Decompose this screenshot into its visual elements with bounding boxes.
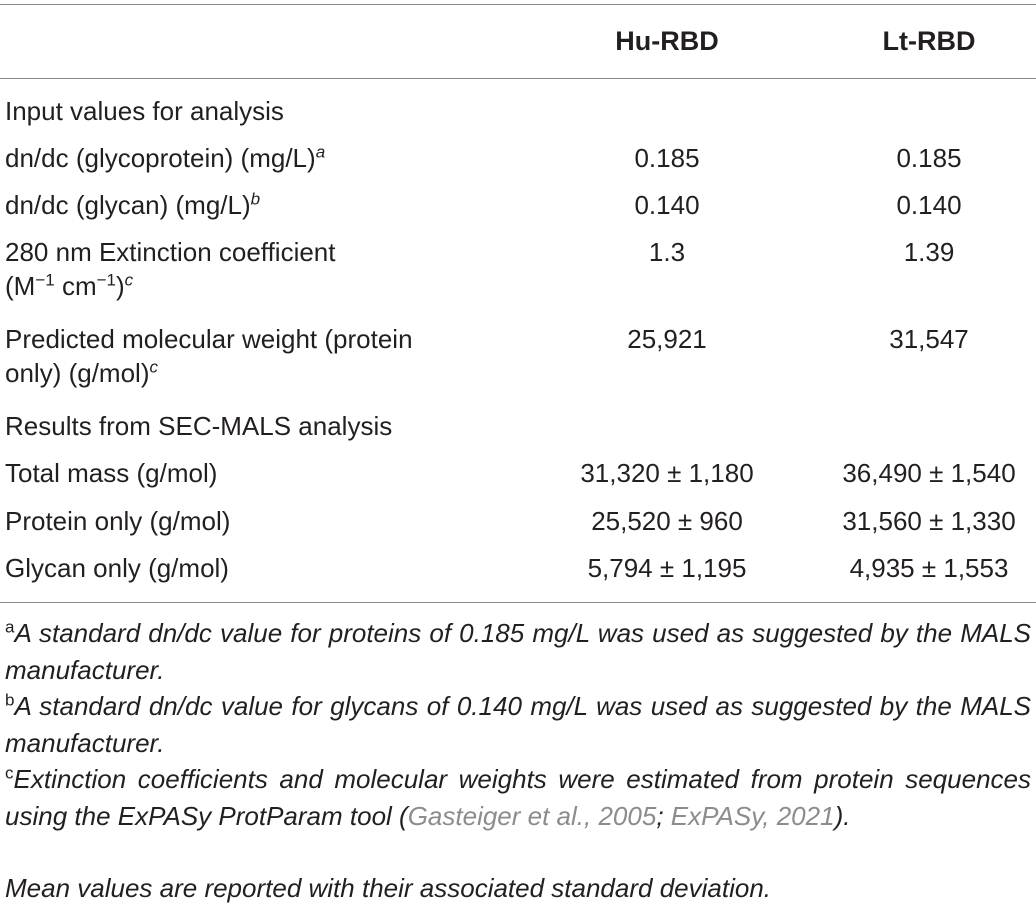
- cell-hu-rbd: 0.140: [634, 190, 700, 220]
- footnote-b: bA standard dn/dc value for glycans of 0…: [5, 688, 1031, 761]
- footnote-b-mark: b: [5, 690, 15, 710]
- citation-separator: ;: [656, 800, 671, 831]
- footnote-mark: b: [250, 189, 261, 209]
- footnote-mark: a: [315, 142, 326, 162]
- row-label: 280 nm Extinction coefficient (M−1 cm−1)…: [5, 235, 335, 303]
- footnote-a: aA standard dn/dc value for proteins of …: [5, 615, 1031, 688]
- unit-exponent: −1: [35, 270, 55, 290]
- row-label-line2: (M−1 cm−1)c: [5, 271, 133, 301]
- row-label-text: dn/dc (glycan) (mg/L): [5, 190, 251, 220]
- cell-lt-rbd: 4,935 ± 1,553: [849, 553, 1009, 583]
- row-label: Predicted molecular weight (protein only…: [5, 322, 413, 390]
- row-label-line1: 280 nm Extinction coefficient: [5, 237, 336, 267]
- cell-lt-rbd: 36,490 ± 1,540: [842, 458, 1016, 488]
- footnote-c-mark: c: [5, 763, 14, 783]
- footnote-mark: c: [124, 270, 134, 290]
- cell-hu-rbd: 5,794 ± 1,195: [587, 553, 747, 583]
- section-label: Results from SEC-MALS analysis: [5, 411, 393, 441]
- footnote-mark: c: [149, 357, 158, 377]
- footnote-note-text: Mean values are reported with their asso…: [5, 873, 771, 903]
- bottom-rule: [0, 602, 1036, 603]
- cell-lt-rbd: 0.185: [896, 143, 962, 173]
- cell-lt-rbd: 31,547: [889, 324, 969, 354]
- row-label-text: only) (g/mol): [5, 358, 150, 388]
- cell-hu-rbd: 25,921: [627, 324, 707, 354]
- citation-link-expasy[interactable]: ExPASy, 2021: [670, 800, 835, 831]
- unit-text: (M: [5, 271, 36, 301]
- top-rule: [0, 4, 1036, 5]
- cell-hu-rbd: 25,520 ± 960: [591, 506, 743, 536]
- footnote-a-mark: a: [5, 617, 15, 637]
- unit-text: cm: [54, 271, 97, 301]
- row-label: Glycan only (g/mol): [5, 553, 229, 583]
- unit-exponent: −1: [96, 270, 116, 290]
- footnote-c-text: Extinction coefficients and molecular we…: [5, 764, 1031, 831]
- footnote-c: cExtinction coefficients and molecular w…: [5, 761, 1031, 834]
- cell-lt-rbd: 1.39: [903, 237, 955, 267]
- footnote-note: Mean values are reported with their asso…: [5, 870, 1031, 907]
- column-header-lt-rbd: Lt-RBD: [882, 26, 976, 56]
- table-row: 280 nm Extinction coefficient (M−1 cm−1)…: [0, 235, 1036, 305]
- unit-text: ): [116, 271, 125, 301]
- row-label: Total mass (g/mol): [5, 458, 218, 488]
- row-label-line1: Predicted molecular weight (protein: [5, 324, 413, 354]
- cell-hu-rbd: 0.185: [634, 143, 700, 173]
- section-label: Input values for analysis: [5, 96, 284, 126]
- citation-link-gasteiger[interactable]: Gasteiger et al., 2005: [407, 800, 657, 831]
- header-rule: [0, 78, 1036, 79]
- cell-hu-rbd: 1.3: [648, 237, 686, 267]
- footnote-b-text: A standard dn/dc value for glycans of 0.…: [5, 691, 1031, 758]
- row-label-line2: only) (g/mol)c: [5, 358, 158, 388]
- row-label: dn/dc (glycan) (mg/L)b: [5, 188, 260, 222]
- cell-lt-rbd: 31,560 ± 1,330: [842, 506, 1016, 536]
- column-header-hu-rbd: Hu-RBD: [615, 26, 719, 56]
- table-row: Predicted molecular weight (protein only…: [0, 322, 1036, 392]
- cell-lt-rbd: 0.140: [896, 190, 962, 220]
- row-label: dn/dc (glycoprotein) (mg/L)a: [5, 141, 325, 175]
- cell-hu-rbd: 31,320 ± 1,180: [580, 458, 754, 488]
- footnote-c-close: ).: [834, 800, 851, 831]
- row-label-text: dn/dc (glycoprotein) (mg/L): [5, 143, 316, 173]
- footnote-a-text: A standard dn/dc value for proteins of 0…: [5, 618, 1031, 685]
- row-label: Protein only (g/mol): [5, 506, 231, 536]
